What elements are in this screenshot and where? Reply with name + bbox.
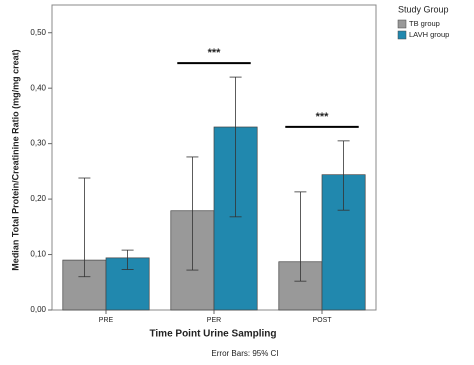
y-tick-label: 0,10 xyxy=(30,250,46,259)
y-tick-label: 0,50 xyxy=(30,28,46,37)
y-tick-label: 0,00 xyxy=(30,305,46,314)
legend-swatch xyxy=(397,30,407,40)
legend-title: Study Group xyxy=(398,4,449,14)
legend-label: TB group xyxy=(409,19,440,28)
y-tick-label: 0,40 xyxy=(30,83,46,92)
y-axis-title: Median Total Protein/Creatinine Ratio (m… xyxy=(10,49,20,270)
legend-label: LAVH group xyxy=(409,30,449,39)
x-tick-label: POST xyxy=(312,317,332,324)
y-tick-label: 0,30 xyxy=(30,139,46,148)
x-tick-label: PER xyxy=(207,317,221,324)
x-tick-label: PRE xyxy=(99,317,114,324)
significance-label: *** xyxy=(208,47,222,59)
legend-swatch xyxy=(397,19,407,29)
footnote: Error Bars: 95% CI xyxy=(211,349,278,358)
x-axis-title: Time Point Urine Sampling xyxy=(149,329,276,340)
significance-label: *** xyxy=(316,111,330,123)
y-tick-label: 0,20 xyxy=(30,194,46,203)
